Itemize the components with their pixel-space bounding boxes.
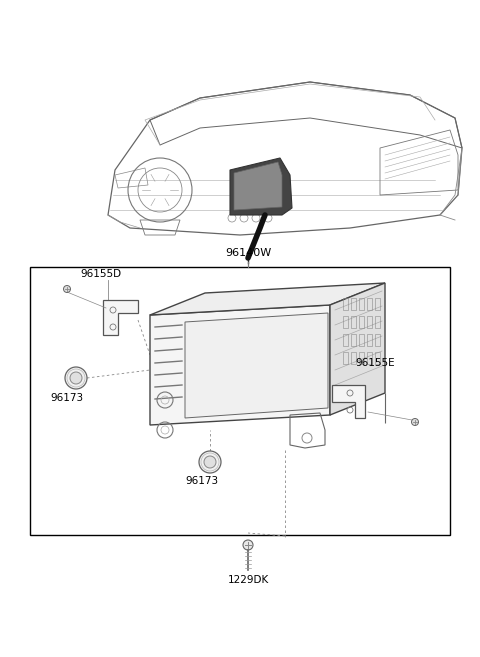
Bar	[359, 352, 364, 364]
Text: 96140W: 96140W	[225, 248, 271, 258]
Bar	[351, 352, 356, 364]
Bar	[375, 316, 380, 328]
Bar	[343, 316, 348, 328]
Bar	[343, 352, 348, 364]
Bar	[359, 334, 364, 346]
Bar	[367, 298, 372, 310]
Bar	[30, 267, 450, 535]
Polygon shape	[150, 283, 385, 315]
Bar	[343, 298, 348, 310]
Bar	[375, 352, 380, 364]
Circle shape	[65, 367, 87, 389]
Bar	[367, 352, 372, 364]
Circle shape	[199, 451, 221, 473]
Polygon shape	[103, 300, 138, 335]
Circle shape	[70, 372, 82, 384]
Polygon shape	[230, 158, 292, 215]
Polygon shape	[332, 385, 365, 418]
Text: 1229DK: 1229DK	[228, 575, 269, 585]
Text: 96173: 96173	[185, 476, 218, 486]
Bar	[351, 298, 356, 310]
Bar	[343, 334, 348, 346]
Polygon shape	[185, 313, 328, 418]
Text: 96155D: 96155D	[80, 269, 121, 279]
Bar	[375, 334, 380, 346]
Circle shape	[204, 456, 216, 468]
Bar	[351, 334, 356, 346]
Circle shape	[411, 419, 419, 426]
Bar	[351, 316, 356, 328]
Bar	[359, 298, 364, 310]
Text: 96173: 96173	[50, 393, 83, 403]
Circle shape	[63, 286, 71, 292]
Polygon shape	[234, 162, 282, 210]
Circle shape	[243, 540, 253, 550]
Bar	[375, 298, 380, 310]
Bar	[359, 316, 364, 328]
Bar	[367, 334, 372, 346]
Polygon shape	[330, 283, 385, 415]
Bar	[367, 316, 372, 328]
Text: 96155E: 96155E	[355, 358, 395, 368]
Polygon shape	[150, 305, 330, 425]
